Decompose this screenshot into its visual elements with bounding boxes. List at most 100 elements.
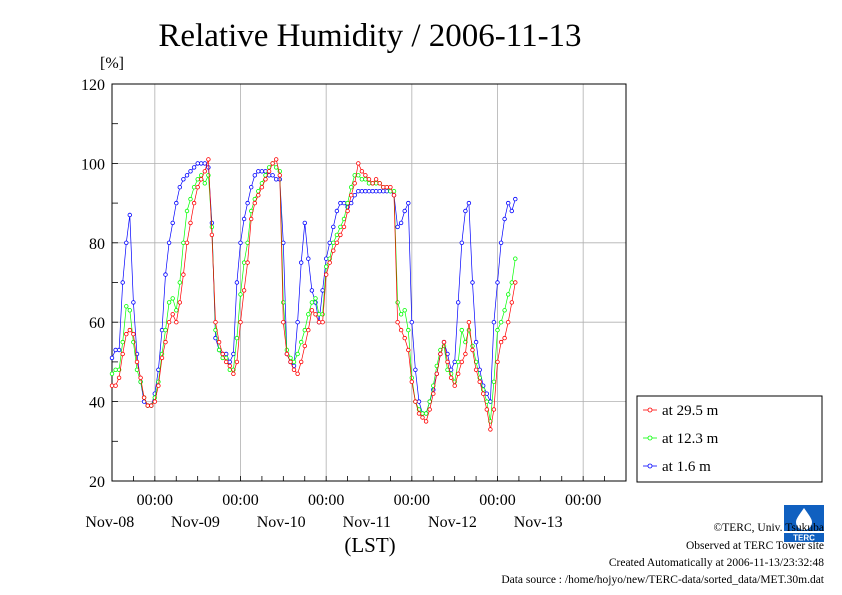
data-point (309, 300, 315, 305)
data-point (209, 232, 215, 238)
data-point (413, 399, 418, 404)
data-point (127, 308, 132, 313)
data-point (506, 200, 511, 206)
data-point (470, 343, 475, 349)
grid-lines (112, 84, 626, 481)
data-point (316, 320, 322, 325)
data-point (202, 181, 207, 186)
data-point (174, 200, 179, 206)
data-point (238, 292, 243, 297)
data-point (302, 327, 307, 333)
data-point (234, 359, 240, 365)
data-point (116, 375, 122, 380)
x-tick-time: 00:00 (308, 492, 344, 509)
data-point (331, 240, 336, 245)
series-line (112, 158, 516, 430)
data-point (320, 312, 325, 317)
data-point (277, 173, 282, 178)
data-point (324, 272, 329, 277)
data-point (327, 240, 332, 245)
data-point (124, 304, 129, 309)
data-point (327, 260, 332, 265)
data-point (459, 327, 464, 333)
data-point (231, 371, 236, 376)
axis-ticks: 2040608010012000:00Nov-0800:00Nov-0900:0… (81, 77, 627, 531)
data-point (223, 359, 229, 365)
data-point (274, 157, 279, 162)
data-point (373, 177, 379, 182)
data-point (452, 359, 457, 365)
legend-marker (647, 435, 653, 441)
data-point (234, 280, 240, 285)
data-point (295, 351, 300, 357)
data-point (281, 300, 286, 305)
data-point (113, 347, 118, 353)
data-point (502, 335, 507, 341)
data-point (406, 347, 411, 353)
data-point (338, 200, 343, 206)
data-point (470, 347, 475, 353)
plot-area (111, 83, 627, 482)
data-point (223, 351, 229, 357)
data-point (381, 188, 386, 194)
data-point (127, 327, 132, 333)
data-point (220, 351, 225, 357)
data-point (391, 192, 397, 198)
data-point (170, 296, 175, 301)
x-tick-date: Nov-11 (343, 514, 391, 531)
data-point (120, 351, 125, 357)
data-point (509, 280, 514, 285)
data-point (202, 169, 207, 174)
data-point (338, 232, 343, 238)
x-tick-date: Nov-10 (257, 514, 306, 531)
data-point (141, 395, 147, 400)
data-point (295, 320, 300, 325)
y-tick-label: 40 (89, 395, 105, 412)
x-tick-date: Nov-13 (514, 514, 563, 531)
y-tick-label: 20 (89, 474, 105, 491)
data-point (316, 312, 322, 317)
data-point (181, 272, 186, 277)
series-line (111, 163, 516, 414)
series-layer (109, 157, 518, 432)
data-point (384, 184, 389, 190)
data-point (284, 351, 290, 357)
y-axis-label: [%] (100, 55, 124, 72)
data-point (216, 339, 222, 345)
data-point (177, 300, 182, 305)
data-point (473, 367, 479, 372)
data-point (195, 184, 200, 190)
data-point (234, 335, 240, 341)
data-point (174, 308, 179, 313)
data-point (252, 173, 257, 178)
data-point (256, 192, 261, 198)
data-point (423, 419, 429, 424)
data-point (359, 177, 365, 182)
data-point (113, 367, 118, 372)
legend-label: at 12.3 m (662, 431, 719, 447)
data-point (356, 173, 361, 178)
data-point (506, 320, 511, 325)
footer-copyright: ©TERC, Univ. Tsukuba (713, 522, 824, 534)
data-point (349, 184, 354, 190)
data-point (363, 188, 368, 194)
data-point (416, 399, 422, 404)
data-point (306, 327, 311, 333)
data-point (366, 188, 372, 194)
data-point (227, 363, 232, 369)
data-point (423, 411, 429, 416)
data-point (420, 411, 425, 416)
data-point (373, 181, 379, 186)
data-point (324, 256, 329, 261)
data-point (191, 184, 197, 190)
data-point (334, 232, 340, 238)
x-tick-time: 00:00 (479, 492, 515, 509)
data-point (181, 177, 186, 182)
data-point (395, 224, 400, 230)
data-point (409, 320, 414, 325)
data-point (331, 248, 336, 253)
data-point (206, 157, 211, 162)
data-point (245, 260, 250, 265)
data-point (416, 411, 422, 416)
